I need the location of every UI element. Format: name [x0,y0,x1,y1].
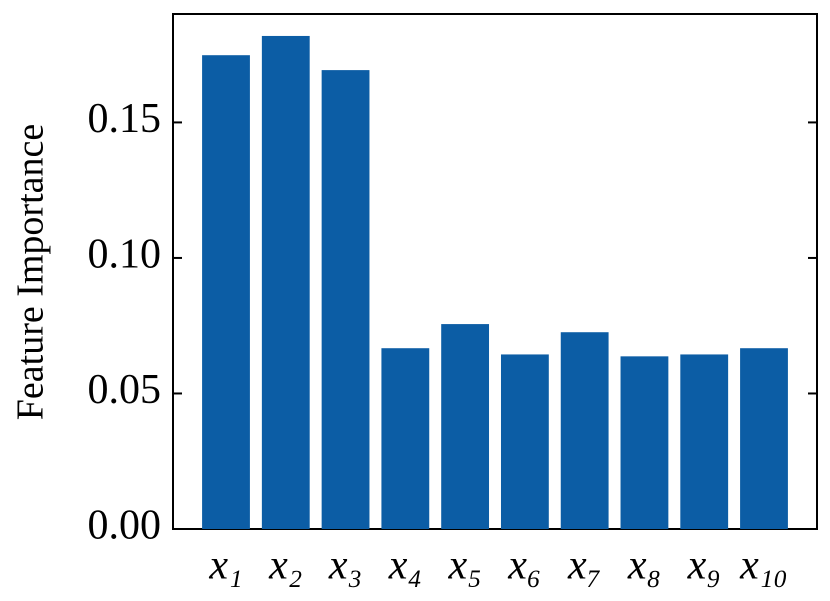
x-tick-label: x₅ [447,543,481,589]
bar [321,70,370,529]
y-axis-label: Feature Importance [10,124,52,420]
x-tick-label: x₂ [268,543,302,589]
x-tick-label: x₁₀ [739,543,788,589]
y-tick-label: 0.15 [88,96,162,142]
y-tick-label: 0.10 [88,232,162,278]
bar [381,348,430,529]
bar [500,354,549,529]
y-tick-label: 0.00 [88,503,162,549]
x-tick-label: x₄ [388,543,422,589]
bar [560,332,609,529]
bar [261,35,310,529]
x-tick-label: x₃ [328,543,362,589]
bar [620,356,669,529]
x-tick-label: x₆ [507,543,541,589]
y-tick-label: 0.05 [88,367,162,413]
x-tick-label: x₈ [627,543,661,589]
bar [202,55,250,529]
plot-frame [172,13,818,530]
bar [441,324,490,529]
bar [680,354,729,529]
bar [740,348,788,529]
x-tick-label: x₉ [687,543,721,589]
x-tick-label: x₁ [208,543,242,589]
x-tick-label: x₇ [567,543,601,589]
